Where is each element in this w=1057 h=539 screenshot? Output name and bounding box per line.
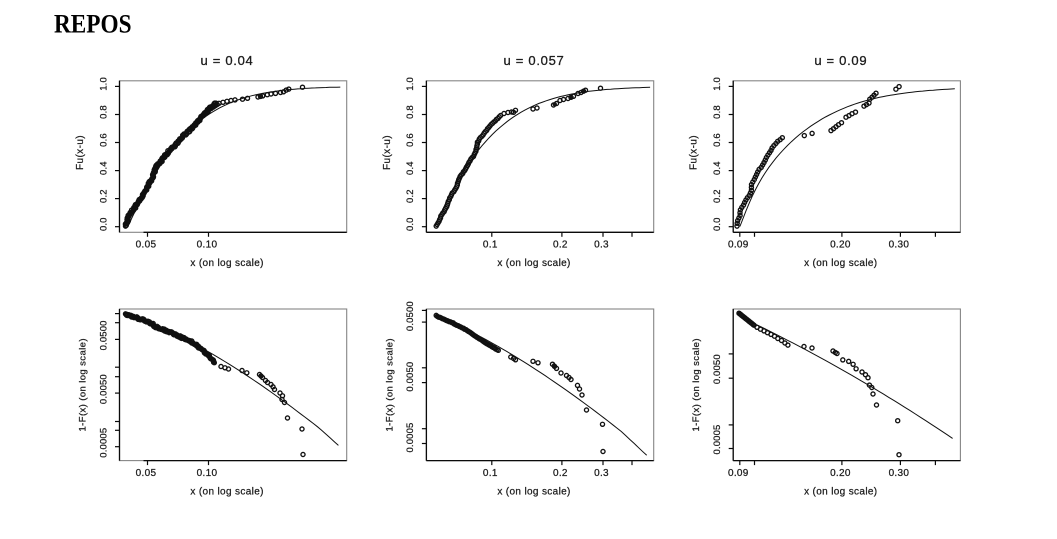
svg-text:0.6: 0.6 <box>98 133 109 147</box>
svg-text:0.0: 0.0 <box>98 217 109 231</box>
svg-text:0.10: 0.10 <box>197 240 218 251</box>
svg-text:0.0050: 0.0050 <box>98 374 109 404</box>
svg-text:0.4: 0.4 <box>712 161 723 175</box>
svg-text:0.05: 0.05 <box>136 240 157 251</box>
svg-text:0.20: 0.20 <box>830 240 851 251</box>
svg-text:0.4: 0.4 <box>98 161 109 175</box>
svg-text:0.8: 0.8 <box>98 105 109 119</box>
svg-text:0.2: 0.2 <box>712 189 723 203</box>
svg-text:0.0005: 0.0005 <box>712 425 723 455</box>
svg-text:0.2: 0.2 <box>553 468 568 479</box>
svg-text:x (on log scale): x (on log scale) <box>804 486 877 497</box>
svg-text:1.0: 1.0 <box>98 77 109 91</box>
svg-text:0.0500: 0.0500 <box>405 301 416 331</box>
svg-text:0.1: 0.1 <box>483 240 498 251</box>
svg-text:1.0: 1.0 <box>712 77 723 91</box>
svg-text:0.10: 0.10 <box>197 468 218 479</box>
svg-text:x (on log scale): x (on log scale) <box>190 486 263 497</box>
svg-text:0.6: 0.6 <box>712 133 723 147</box>
svg-text:u = 0.057: u = 0.057 <box>504 53 565 68</box>
svg-text:0.0005: 0.0005 <box>98 428 109 458</box>
svg-text:x (on log scale): x (on log scale) <box>497 486 570 497</box>
svg-text:1-F(x) (on log scale): 1-F(x) (on log scale) <box>78 338 89 431</box>
svg-text:0.2: 0.2 <box>553 240 568 251</box>
svg-text:0.2: 0.2 <box>405 189 416 203</box>
svg-text:0.6: 0.6 <box>405 133 416 147</box>
svg-text:0.09: 0.09 <box>728 240 749 251</box>
svg-text:0.0: 0.0 <box>712 217 723 231</box>
svg-text:x (on log scale): x (on log scale) <box>497 258 570 269</box>
svg-text:0.05: 0.05 <box>136 468 157 479</box>
svg-text:u = 0.09: u = 0.09 <box>814 53 867 68</box>
svg-text:0.0050: 0.0050 <box>405 362 416 392</box>
svg-text:0.20: 0.20 <box>830 468 851 479</box>
svg-text:0.30: 0.30 <box>889 240 910 251</box>
svg-text:1-F(x) (on log scale): 1-F(x) (on log scale) <box>691 338 702 431</box>
svg-text:1-F(x) (on log scale): 1-F(x) (on log scale) <box>384 338 395 431</box>
svg-text:0.8: 0.8 <box>405 105 416 119</box>
svg-text:0.4: 0.4 <box>405 161 416 175</box>
svg-text:x (on log scale): x (on log scale) <box>190 258 263 269</box>
svg-text:1.0: 1.0 <box>405 77 416 91</box>
svg-text:x (on log scale): x (on log scale) <box>804 258 877 269</box>
svg-text:0.1: 0.1 <box>483 468 498 479</box>
svg-text:0.0: 0.0 <box>405 217 416 231</box>
svg-text:Fu(x-u): Fu(x-u) <box>382 135 393 170</box>
svg-text:0.2: 0.2 <box>98 189 109 203</box>
svg-text:Fu(x-u): Fu(x-u) <box>75 135 86 170</box>
svg-text:0.3: 0.3 <box>594 468 609 479</box>
svg-text:0.0050: 0.0050 <box>712 354 723 384</box>
svg-text:0.3: 0.3 <box>594 240 609 251</box>
svg-text:u = 0.04: u = 0.04 <box>201 53 254 68</box>
svg-text:0.8: 0.8 <box>712 105 723 119</box>
svg-text:0.09: 0.09 <box>728 468 749 479</box>
svg-text:0.0005: 0.0005 <box>405 423 416 453</box>
svg-text:0.0500: 0.0500 <box>98 320 109 350</box>
svg-text:Fu(x-u): Fu(x-u) <box>689 135 700 170</box>
svg-text:REPOS: REPOS <box>54 9 132 39</box>
svg-text:0.30: 0.30 <box>889 468 910 479</box>
